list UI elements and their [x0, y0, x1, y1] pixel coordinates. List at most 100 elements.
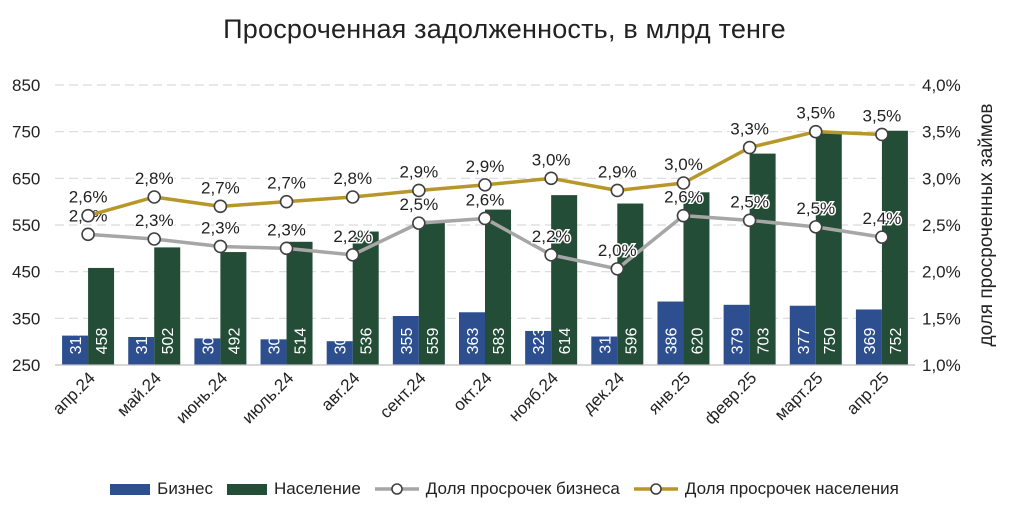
bar-population [485, 209, 511, 365]
point-population-share [875, 127, 889, 142]
bar-population [815, 131, 842, 365]
bar-population-label: 492 [226, 328, 243, 355]
label-business-share: 2,5% [730, 192, 769, 211]
y2-axis-title: доля просроченных займов [976, 103, 997, 346]
bar-population [88, 267, 115, 365]
x-tick-label: сент.24 [376, 368, 430, 422]
bar-business [260, 339, 287, 365]
y-tick-label: 350 [12, 309, 40, 328]
legend-marker [390, 483, 403, 495]
bar-population-label: 750 [822, 328, 839, 355]
label-population-share: 2,7% [201, 178, 240, 197]
x-tick-label: март.25 [771, 368, 827, 424]
y2-tick-label: 4,0% [922, 76, 961, 95]
x-tick-label: нояб.24 [505, 368, 562, 425]
point-business-share [147, 232, 162, 246]
bar-business [326, 341, 353, 365]
legend-swatch-business-share [374, 483, 419, 495]
point-business-share [875, 230, 889, 244]
point-business-share [279, 241, 294, 256]
point-business-share [81, 227, 95, 242]
bar-business [657, 301, 684, 365]
point-population-share [81, 208, 95, 223]
bar-population-label: 502 [160, 328, 177, 355]
point-business-share [676, 208, 691, 223]
label-population-share: 2,7% [267, 174, 306, 193]
point-business-share [412, 216, 426, 230]
label-business-share: 2,3% [201, 218, 240, 237]
bar-business-label: 305 [267, 328, 284, 355]
y-tick-label: 550 [12, 216, 40, 235]
x-tick-label: окт.24 [449, 368, 495, 414]
legend-label-business-share: Доля просрочек бизнеса [425, 479, 620, 498]
bar-business-label: 323 [531, 328, 548, 355]
bar-population-label: 596 [623, 328, 640, 355]
legend: Бизнес Население Доля просрочек бизнеса … [0, 476, 1009, 502]
bar-business-label: 301 [333, 328, 350, 355]
x-tick-label: авг.24 [317, 368, 363, 414]
y2-tick-label: 3,0% [922, 169, 961, 188]
label-population-share: 2,8% [135, 169, 174, 188]
point-population-share [345, 190, 360, 204]
bar-population [418, 220, 445, 365]
bar-business-label: 369 [862, 328, 879, 355]
bar-business [591, 336, 618, 365]
label-business-share: 2,5% [796, 199, 835, 218]
point-population-share [808, 124, 823, 139]
y-tick-label: 650 [12, 169, 40, 188]
point-business-share [213, 239, 228, 254]
y2-tick-label: 1,0% [922, 356, 961, 375]
point-business-share [544, 248, 558, 262]
bar-population [749, 153, 776, 365]
point-population-share [478, 178, 492, 192]
point-business-share [808, 220, 823, 234]
bar-business-label: 310 [134, 328, 151, 355]
legend-item-business: Бизнес [110, 479, 213, 499]
label-business-share: 2,2% [532, 227, 571, 246]
bar-population-label: 559 [425, 328, 442, 355]
y-tick-label: 450 [12, 263, 40, 282]
x-tick-label: апр.25 [843, 368, 893, 418]
bar-business-label: 311 [597, 328, 614, 354]
label-population-share: 2,8% [333, 169, 372, 188]
y2-tick-label: 2,0% [922, 263, 961, 282]
point-population-share [742, 140, 757, 155]
point-population-share [610, 183, 625, 198]
bar-business [62, 335, 89, 365]
bar-population [154, 247, 181, 365]
point-population-share [676, 176, 691, 190]
x-tick-label: дек.24 [579, 368, 628, 417]
label-population-share: 2,9% [466, 157, 505, 176]
bar-business [525, 330, 552, 365]
x-tick-label: февр.25 [701, 368, 761, 428]
legend-item-population: Население [226, 479, 361, 499]
label-business-share: 2,3% [135, 211, 174, 230]
legend-item-business-share: Доля просрочек бизнеса [374, 479, 620, 499]
y-tick-label: 850 [12, 76, 40, 95]
x-tick-label: апр.24 [49, 368, 99, 418]
label-business-share: 2,6% [664, 188, 703, 207]
bar-population-label: 703 [756, 328, 773, 355]
label-business-share: 2,3% [267, 220, 306, 239]
bar-population [617, 203, 644, 365]
bar-business [128, 337, 155, 365]
chart-title: Просроченная задолженность, в млрд тенге [223, 14, 786, 44]
x-tick-label: май.24 [113, 368, 165, 420]
x-tick-label: июнь.24 [172, 368, 231, 427]
point-population-share [544, 171, 558, 186]
bar-business [392, 316, 419, 365]
y-tick-label: 250 [12, 356, 40, 375]
point-population-share [412, 183, 426, 198]
bar-population [881, 130, 908, 365]
legend-swatch-population-share [633, 483, 678, 495]
label-business-share: 2,6% [466, 190, 505, 209]
label-population-share: 3,0% [664, 155, 703, 174]
label-population-share: 3,3% [730, 120, 769, 139]
point-business-share [742, 213, 757, 228]
legend-item-population-share: Доля просрочек населения [633, 479, 899, 499]
bar-population-label: 458 [94, 328, 111, 355]
bar-population [551, 195, 578, 365]
bar-business-label: 363 [465, 328, 482, 355]
bar-business-label: 307 [200, 328, 217, 355]
bar-population-label: 752 [888, 328, 905, 355]
